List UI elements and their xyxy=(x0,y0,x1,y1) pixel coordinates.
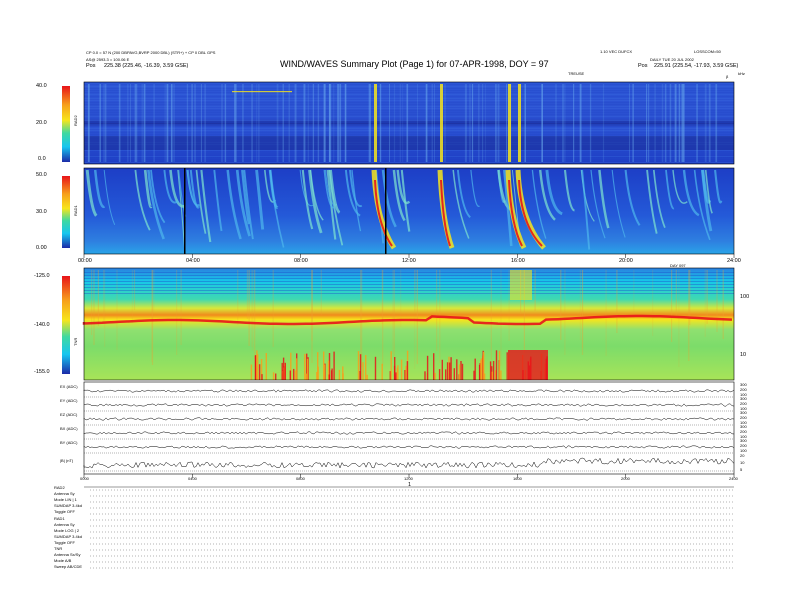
rad1-tick-2: 0.00 xyxy=(36,245,47,251)
footer-rad1-row-2: SUMDAP 3.4kd xyxy=(54,534,82,539)
header-right-line1a: 1.10 VEC DUFCX xyxy=(600,49,633,54)
tnr-label: TNR xyxy=(73,337,78,346)
strip-0-tick-1: 200 xyxy=(740,387,747,392)
footer-tnr-row-0: Antenna Sx/Sy xyxy=(54,552,81,557)
time-top-6: 24:00 xyxy=(727,258,741,264)
tnr-colorbar xyxy=(62,276,70,374)
strip-3-tick-0: 300 xyxy=(740,424,747,429)
strip-5-tick-2: 5 xyxy=(740,467,743,472)
rad1-tick-0: 50.0 xyxy=(36,172,47,178)
tr-top-mark: β xyxy=(726,74,729,79)
header-right-line2: DAILY TUE 20 JUL 2002 xyxy=(650,57,694,62)
page-mark: 1 xyxy=(408,482,412,488)
strip-1-tick-0: 300 xyxy=(740,396,747,401)
header-left-pos-value: 225.38 (225.46, -16.39, 3.59 GSE) xyxy=(104,63,189,69)
footer-rad2-title: RAD2 xyxy=(54,485,65,490)
strip-4-tick-2: 100 xyxy=(740,448,747,453)
strip-label-2: EZ (ADC) xyxy=(60,412,78,417)
time-bottom-1: 0400 xyxy=(188,476,197,481)
strip-0-tick-2: 100 xyxy=(740,392,747,397)
footer-tnr-row-2: Sweep AB/CDE xyxy=(54,564,83,569)
strip-4-tick-0: 300 xyxy=(740,438,747,443)
burst-features xyxy=(82,84,734,380)
rad2-tick-2: 0.0 xyxy=(38,156,46,162)
strip-label-3: BX (ADC) xyxy=(60,426,78,431)
time-bottom-3: 1200 xyxy=(404,476,413,481)
footer-tnr-title: TNR xyxy=(54,546,63,551)
footer-rad1-title: RAD1 xyxy=(54,516,65,521)
footer-rad2-row-2: SUMDAP 3.4kd xyxy=(54,503,82,508)
strip-label-0: EX (ADC) xyxy=(60,384,78,389)
footer-tnr-row-1: Mode A/B xyxy=(54,558,72,563)
time-top-4: 16:00 xyxy=(511,258,525,264)
time-top-1: 04:00 xyxy=(186,258,200,264)
footer-rad2-row-3: Toggle OFF xyxy=(54,509,75,514)
strip-label-1: EY (ADC) xyxy=(60,398,78,403)
header-right-pos-label: Pos xyxy=(638,63,648,69)
time-bottom-6: 2400 xyxy=(729,476,738,481)
strip-2-tick-0: 300 xyxy=(740,410,747,415)
rad2-colorbar xyxy=(62,86,70,162)
tnr-day-label: DAY 097 xyxy=(670,263,686,268)
rad2-tick-0: 40.0 xyxy=(36,83,47,89)
header-right-line1b: LOSSCOM=50 xyxy=(694,49,721,54)
time-top-0: 00:00 xyxy=(78,258,92,264)
footer-rad1-row-1: Mode LOG | 2 xyxy=(54,528,80,533)
tnr-right-tick-0: 100 xyxy=(740,294,750,300)
strip-label-4: BY (ADC) xyxy=(60,440,78,445)
tnr-right-tick-1: 10 xyxy=(740,352,747,358)
header-left-line1: CP 0.0 = 57 N (200 DBPAVG,BVRP 2000 DBL)… xyxy=(86,50,216,55)
rad1-label: RAD1 xyxy=(73,205,78,216)
axis-ticks xyxy=(83,254,735,569)
time-top-3: 12:00 xyxy=(402,258,416,264)
strip-5-tick-1: 10 xyxy=(740,460,745,465)
strip-0-tick-0: 300 xyxy=(740,382,747,387)
strip-3-tick-1: 200 xyxy=(740,429,747,434)
strip-traces xyxy=(83,389,735,472)
time-top-5: 20:00 xyxy=(619,258,633,264)
header-left-line2: AS@ 2593.3 = 100.06 E xyxy=(86,57,130,62)
rad2-tick-1: 20.0 xyxy=(36,120,47,126)
footer-rad1-row-3: Toggle OFF xyxy=(54,540,75,545)
time-bottom-4: 1600 xyxy=(513,476,522,481)
tnr-tick-2: -155.0 xyxy=(34,369,50,375)
header-right-pos-value: 225.91 (225.54, -17.93, 3.59 GSE) xyxy=(654,63,739,69)
time-bottom-0: 0000 xyxy=(80,476,89,481)
footer-rad1-row-0: Antenna Sy xyxy=(54,522,75,527)
strip-label-5: |B| (nT) xyxy=(60,458,74,463)
tnr-tick-0: -125.0 xyxy=(34,273,50,279)
page-title: WIND/WAVES Summary Plot (Page 1) for 07-… xyxy=(280,59,549,69)
time-top-2: 08:00 xyxy=(294,258,308,264)
strip-2-tick-1: 200 xyxy=(740,415,747,420)
time-bottom-5: 2000 xyxy=(621,476,630,481)
rad1-colorbar xyxy=(62,176,70,248)
footer-rad2-row-0: Antenna Sy xyxy=(54,491,75,496)
rad1-tick-1: 30.0 xyxy=(36,209,47,215)
strip-2-tick-2: 100 xyxy=(740,420,747,425)
tnr-tick-1: -140.0 xyxy=(34,322,50,328)
tr-top-unit: kHz xyxy=(738,71,745,76)
strip-1-tick-1: 200 xyxy=(740,401,747,406)
rad2-label: RAD2 xyxy=(73,115,78,126)
strip-5-tick-0: 20 xyxy=(740,453,745,458)
header-left-pos-label: Pos xyxy=(86,63,96,69)
time-bottom-2: 0800 xyxy=(296,476,305,481)
strip-1-tick-2: 100 xyxy=(740,406,747,411)
tnr-spectrogram xyxy=(84,268,734,380)
tr-scale-label: TREUSE xyxy=(568,71,585,76)
strip-4-tick-1: 200 xyxy=(740,443,747,448)
rad2-spectrogram xyxy=(84,82,734,164)
footer-rad2-row-1: Mode LIN | 1 xyxy=(54,497,77,502)
strip-3-tick-2: 100 xyxy=(740,434,747,439)
